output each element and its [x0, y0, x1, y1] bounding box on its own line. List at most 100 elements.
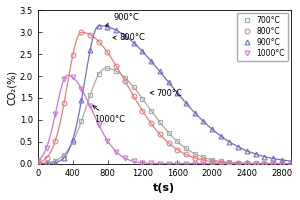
700°C: [245, 162, 249, 165]
1000°C: [123, 157, 127, 159]
Text: 700°C: 700°C: [150, 89, 182, 98]
700°C: [53, 159, 57, 162]
800°C: [176, 148, 179, 151]
1000°C: [254, 162, 257, 165]
Text: 1000°C: 1000°C: [93, 106, 125, 124]
1000°C: [149, 162, 153, 165]
900°C: [289, 160, 292, 162]
900°C: [132, 42, 135, 44]
700°C: [80, 120, 83, 122]
1000°C: [228, 162, 231, 165]
1000°C: [193, 162, 196, 165]
900°C: [219, 135, 223, 137]
1000°C: [262, 162, 266, 165]
1000°C: [219, 162, 223, 165]
Y-axis label: CO₂(%): CO₂(%): [7, 70, 17, 105]
700°C: [184, 147, 188, 150]
700°C: [280, 162, 284, 165]
Line: 900°C: 900°C: [35, 23, 293, 166]
900°C: [280, 159, 284, 161]
700°C: [167, 131, 170, 134]
1000°C: [184, 162, 188, 165]
800°C: [141, 109, 144, 112]
700°C: [45, 162, 48, 164]
900°C: [167, 81, 170, 83]
900°C: [88, 49, 92, 51]
800°C: [123, 80, 127, 82]
700°C: [176, 140, 179, 143]
800°C: [97, 41, 101, 43]
800°C: [184, 153, 188, 156]
800°C: [36, 161, 40, 164]
800°C: [228, 162, 231, 164]
900°C: [262, 155, 266, 158]
800°C: [53, 140, 57, 142]
700°C: [158, 121, 162, 123]
1000°C: [80, 87, 83, 90]
800°C: [202, 159, 205, 161]
1000°C: [114, 150, 118, 153]
1000°C: [88, 105, 92, 108]
1000°C: [62, 78, 66, 80]
700°C: [71, 141, 74, 143]
700°C: [193, 152, 196, 155]
900°C: [271, 157, 275, 160]
1000°C: [202, 162, 205, 165]
800°C: [254, 162, 257, 165]
800°C: [71, 54, 74, 57]
700°C: [202, 156, 205, 159]
700°C: [289, 162, 292, 165]
700°C: [62, 154, 66, 156]
1000°C: [71, 76, 74, 78]
800°C: [262, 162, 266, 165]
900°C: [193, 111, 196, 114]
1000°C: [210, 162, 214, 165]
900°C: [158, 70, 162, 73]
Line: 800°C: 800°C: [35, 30, 293, 166]
1000°C: [97, 124, 101, 126]
Text: 900°C: 900°C: [106, 13, 140, 26]
700°C: [219, 160, 223, 163]
700°C: [210, 159, 214, 161]
900°C: [97, 25, 101, 27]
1000°C: [280, 162, 284, 165]
1000°C: [45, 146, 48, 149]
900°C: [236, 146, 240, 148]
1000°C: [289, 162, 292, 165]
800°C: [280, 162, 284, 165]
1000°C: [176, 162, 179, 165]
900°C: [149, 60, 153, 62]
Legend: 700°C, 800°C, 900°C, 1000°C: 700°C, 800°C, 900°C, 1000°C: [237, 13, 288, 61]
900°C: [228, 141, 231, 143]
900°C: [53, 161, 57, 164]
800°C: [106, 51, 109, 54]
700°C: [149, 109, 153, 112]
1000°C: [271, 162, 275, 165]
700°C: [132, 86, 135, 88]
1000°C: [245, 162, 249, 165]
800°C: [149, 122, 153, 125]
X-axis label: t(s): t(s): [153, 183, 175, 193]
1000°C: [36, 160, 40, 162]
700°C: [228, 161, 231, 164]
700°C: [106, 67, 109, 69]
900°C: [184, 102, 188, 104]
800°C: [193, 157, 196, 159]
800°C: [219, 161, 223, 164]
800°C: [45, 157, 48, 159]
900°C: [210, 128, 214, 130]
700°C: [262, 162, 266, 165]
700°C: [271, 162, 275, 165]
800°C: [114, 65, 118, 67]
800°C: [271, 162, 275, 165]
Line: 1000°C: 1000°C: [35, 75, 293, 166]
700°C: [114, 70, 118, 72]
700°C: [97, 73, 101, 75]
1000°C: [132, 160, 135, 163]
800°C: [245, 162, 249, 165]
900°C: [141, 50, 144, 53]
900°C: [106, 26, 109, 28]
900°C: [80, 99, 83, 101]
900°C: [45, 162, 48, 165]
Text: 800°C: 800°C: [113, 33, 146, 42]
